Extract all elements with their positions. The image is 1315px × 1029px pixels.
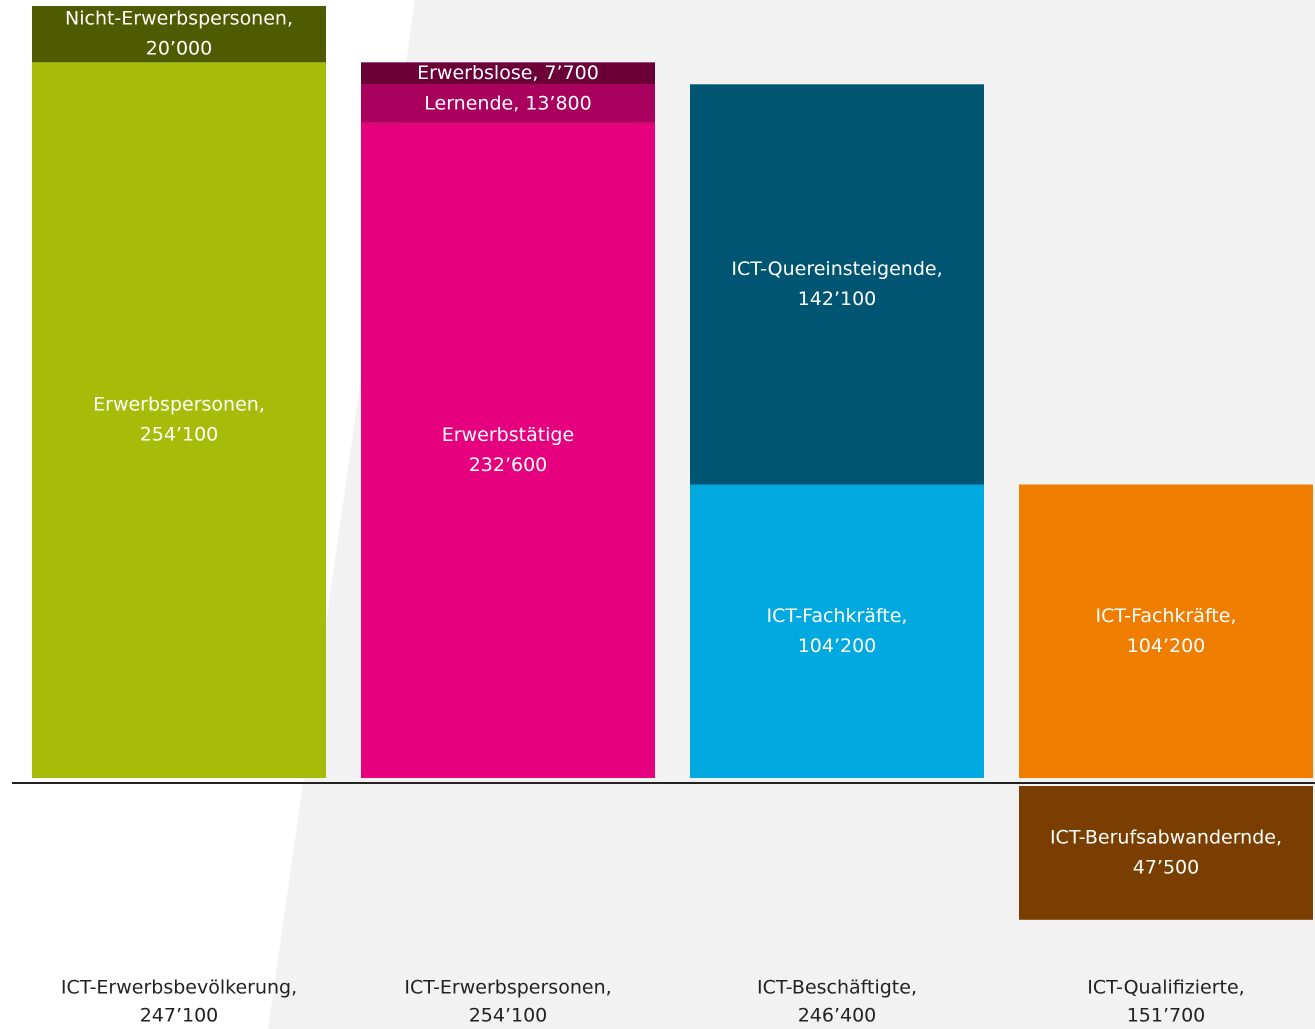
segment-value: 47’500 [1133,856,1199,878]
segment-value: 104’200 [1127,635,1206,657]
category-label: ICT-Qualifizierte, [1087,977,1244,999]
segment-value: 142’100 [798,288,877,310]
segment-name: ICT-Fachkräfte, [1096,605,1237,627]
segment-value: 7’700 [544,62,598,84]
segment-value: 104’200 [798,635,877,657]
bar-segment [690,84,984,485]
segment-value: 232’600 [469,454,548,476]
category-value: 246’400 [798,1005,877,1027]
category-label: ICT-Erwerbsbevölkerung, [61,977,297,999]
segment-name: ICT-Berufsabwandernde, [1050,826,1282,848]
segment-label: Lernende, 13’800 [424,92,591,114]
bar-segment [32,6,326,63]
segment-name: Erwerbstätige [442,424,574,446]
segment-label: Erwerbslose, 7’700 [417,62,599,84]
bar-segment [690,484,984,778]
segment-name: ICT-Quereinsteigende, [731,258,942,280]
category-label: ICT-Erwerbspersonen, [404,977,611,999]
bar-segment [361,62,655,85]
bar-segment [361,122,655,779]
segment-name: Nicht-Erwerbspersonen, [65,8,293,30]
segment-value: 254’100 [140,424,219,446]
bar-segment [1019,786,1313,920]
segment-name: Erwerbslose, [417,62,538,84]
category-value: 254’100 [469,1005,548,1027]
bar-segment [361,84,655,123]
bar-segment [32,62,326,778]
category-value: 151’700 [1127,1005,1206,1027]
category-label: ICT-Beschäftigte, [757,977,917,999]
segment-name: Erwerbspersonen, [93,394,265,416]
segment-value: 20’000 [146,38,212,60]
segment-name: Lernende, [424,92,519,114]
bar-segment [1019,484,1313,778]
segment-name: ICT-Fachkräfte, [767,605,908,627]
category-value: 247’100 [140,1005,219,1027]
segment-value: 13’800 [525,92,591,114]
